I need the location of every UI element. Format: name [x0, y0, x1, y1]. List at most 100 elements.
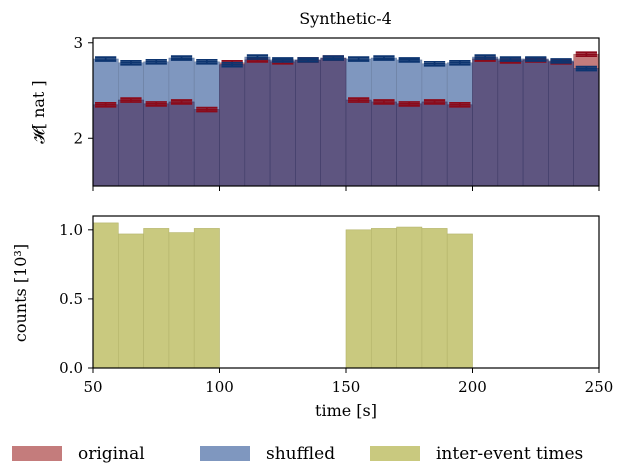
- original-errorbar: [95, 102, 117, 108]
- overlap-bar: [548, 61, 575, 187]
- shuffled-errorbar: [575, 65, 597, 72]
- overlap-bar: [497, 60, 524, 187]
- original-errorbar: [449, 102, 471, 108]
- original-errorbar: [373, 99, 395, 105]
- x-tick-label: 50: [83, 378, 102, 396]
- overlap-bar: [320, 57, 347, 187]
- shuffled-errorbar: [95, 56, 117, 62]
- inter-event-bar: [421, 228, 448, 369]
- x-tick-label: 150: [332, 378, 361, 396]
- entropy-panel: Synthetic-4 23 𝓗[ nat ]: [29, 9, 600, 191]
- shuffled-errorbar: [297, 57, 319, 63]
- shuffled-errorbar: [474, 54, 496, 60]
- overlap-bar: [472, 58, 499, 187]
- top-y-axis-label: 𝓗[ nat ]: [29, 80, 48, 143]
- overlap-bar: [573, 68, 600, 187]
- shuffled-errorbar: [120, 60, 142, 66]
- y-tick-label: 0.5: [59, 290, 83, 308]
- shuffled-errorbar: [145, 59, 167, 65]
- counts-panel: 0.0 0.5 1.0 50 100 150 200 250 time [s] counts…: [11, 215, 613, 420]
- inter-event-bar: [143, 228, 170, 369]
- bottom-x-ticks: 50 100 150 200 250: [83, 368, 613, 396]
- original-errorbar: [196, 106, 218, 113]
- shuffled-errorbar: [246, 54, 269, 60]
- bottom-y-ticks: 0.0 0.5 1.0: [59, 221, 93, 377]
- y-tick-label: 1.0: [59, 221, 83, 239]
- inter-event-bar: [193, 228, 220, 369]
- inter-event-bar: [345, 229, 372, 369]
- shuffled-bar-excess: [345, 58, 372, 101]
- overlap-bar: [92, 104, 119, 187]
- y-tick-label: 3: [73, 34, 83, 52]
- shuffled-errorbar: [398, 57, 420, 63]
- shuffled-errorbar: [499, 56, 522, 62]
- shuffled-bar-excess: [92, 58, 119, 106]
- legend-swatch: [370, 446, 420, 461]
- original-errorbar: [120, 97, 142, 103]
- inter-event-bar: [92, 222, 119, 369]
- overlap-bar: [118, 99, 144, 187]
- chart-title: Synthetic-4: [299, 9, 392, 28]
- inter-event-bar: [446, 233, 473, 369]
- original-errorbar: [145, 101, 167, 107]
- shuffled-errorbar: [221, 61, 243, 68]
- legend-label: original: [78, 444, 145, 464]
- shuffled-errorbar: [550, 58, 572, 64]
- overlap-bar: [446, 104, 473, 187]
- top-x-ticks: [92, 186, 600, 191]
- inter-event-bar: [370, 228, 397, 369]
- shuffled-bar-excess: [193, 61, 220, 110]
- overlap-bars: [92, 57, 600, 187]
- shuffled-errorbar: [525, 56, 547, 62]
- shuffled-bar-excess: [370, 57, 397, 103]
- shuffled-bar-excess: [421, 63, 448, 103]
- original-errorbar: [170, 99, 193, 105]
- overlap-bar: [421, 101, 448, 187]
- shuffled-bar-excess: [118, 62, 144, 101]
- y-tick-label: 0.0: [59, 359, 83, 377]
- top-y-ticks: 23: [73, 34, 93, 147]
- legend-swatch: [200, 446, 250, 461]
- overlap-bar: [295, 59, 321, 187]
- overlap-bar: [143, 103, 170, 187]
- bottom-y-axis-label: counts [10³]: [11, 244, 30, 342]
- original-errorbar: [398, 101, 420, 107]
- y-tick-label: 2: [73, 129, 83, 147]
- overlap-bar: [345, 99, 372, 187]
- legend-item-shuffled: shuffled: [200, 444, 335, 464]
- inter-event-bars: [92, 222, 473, 369]
- shuffled-errorbar: [170, 55, 193, 61]
- overlap-bar: [370, 101, 397, 187]
- shuffled-bars: [92, 56, 575, 110]
- x-axis-label: time [s]: [315, 401, 377, 420]
- overlap-bar: [193, 109, 220, 187]
- inter-event-bar: [168, 232, 195, 369]
- inter-event-bar: [118, 233, 144, 369]
- shuffled-errorbar: [373, 55, 395, 61]
- overlap-bar: [168, 101, 195, 187]
- x-tick-label: 250: [585, 378, 614, 396]
- shuffled-bar-excess: [446, 62, 473, 106]
- shuffled-errorbar: [272, 57, 294, 63]
- legend-item-inter-event-times: inter-event times: [370, 444, 583, 464]
- shuffled-bar-excess: [396, 59, 423, 105]
- x-tick-label: 200: [458, 378, 487, 396]
- original-errorbar: [575, 51, 597, 58]
- legend-swatch: [12, 446, 62, 461]
- original-errorbar: [423, 99, 446, 105]
- overlap-bar: [244, 59, 271, 187]
- shuffled-errorbar: [449, 60, 471, 66]
- overlap-bar: [396, 103, 423, 187]
- x-tick-label: 100: [205, 378, 234, 396]
- shuffled-bar-excess: [143, 61, 170, 105]
- legend: original shuffled inter-event times: [12, 444, 583, 464]
- shuffled-errorbar: [322, 55, 344, 61]
- overlap-bar: [269, 61, 296, 187]
- overlap-bar: [522, 59, 549, 187]
- errorbars: [95, 51, 597, 113]
- shuffled-bar-excess: [168, 57, 195, 103]
- shuffled-errorbar: [348, 56, 370, 62]
- legend-item-original: original: [12, 444, 145, 464]
- legend-label: shuffled: [266, 444, 335, 464]
